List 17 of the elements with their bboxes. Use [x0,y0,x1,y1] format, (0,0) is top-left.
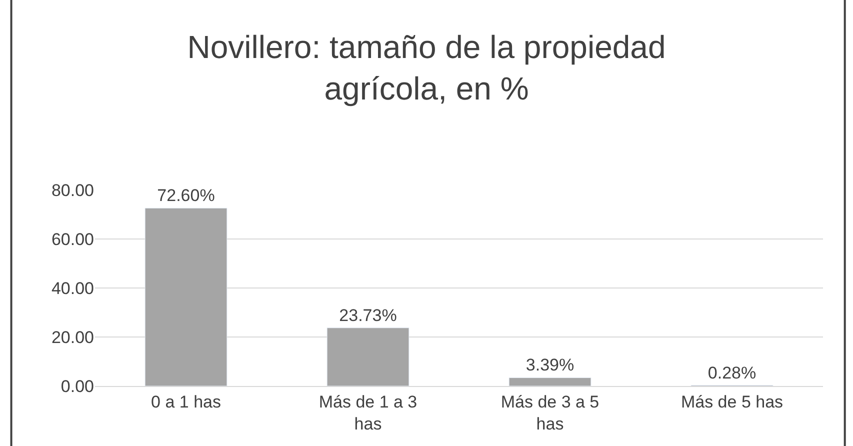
x-tick-label: Más de 3 a 5 has [500,392,600,434]
x-tick-label: 0 a 1 has [151,392,221,412]
y-tick-label: 0.00 [60,376,94,396]
bar [508,377,592,386]
bar [144,208,228,386]
y-tick-label: 20.00 [51,328,94,347]
x-tick-label: Más de 5 has [680,392,784,412]
data-label: 0.28% [708,363,756,382]
y-tick-label: 40.00 [51,278,94,298]
bar [326,328,410,386]
data-label: 72.60% [157,186,215,206]
data-label: 23.73% [339,306,397,325]
data-label: 3.39% [526,356,574,375]
chart-title: Novillero: tamaño de la propiedad agrícola, en % [187,28,666,107]
y-tick-label: 60.00 [51,230,94,249]
x-tick-label: Más de 1 a 3 has [318,392,418,434]
y-tick-label: 80.00 [51,180,94,200]
